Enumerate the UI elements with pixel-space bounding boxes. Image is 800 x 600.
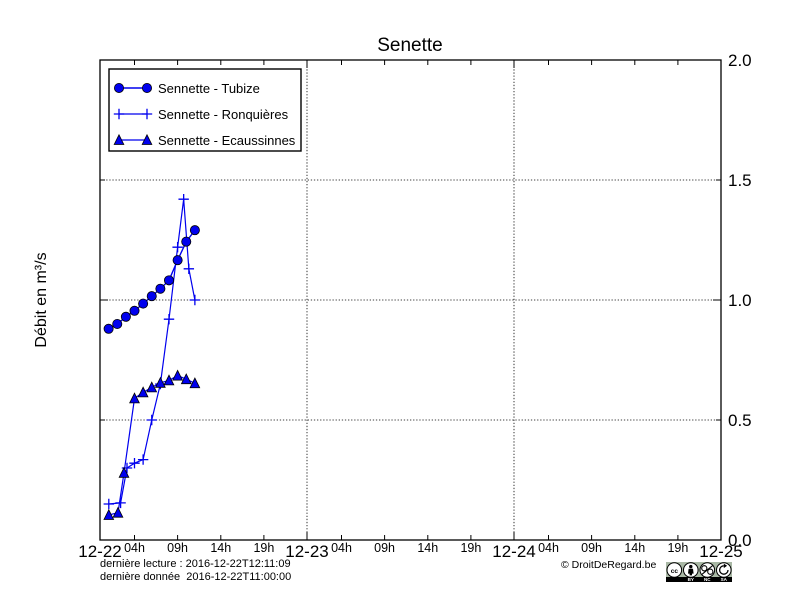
svg-text:BY: BY [688,577,694,582]
svg-text:Sennette - Ecaussinnes: Sennette - Ecaussinnes [158,133,296,148]
svg-text:04h: 04h [331,541,352,555]
svg-text:14h: 14h [624,541,645,555]
svg-text:14h: 14h [210,541,231,555]
svg-text:12-23: 12-23 [285,542,328,561]
svg-text:2.0: 2.0 [728,51,752,70]
svg-text:04h: 04h [538,541,559,555]
svg-text:1.5: 1.5 [728,171,752,190]
svg-text:19h: 19h [460,541,481,555]
svg-text:SA: SA [721,577,728,582]
svg-text:cc: cc [671,568,679,575]
svg-text:09h: 09h [167,541,188,555]
svg-text:Sennette - Ronquières: Sennette - Ronquières [158,107,289,122]
svg-text:0.5: 0.5 [728,411,752,430]
svg-text:Sennette - Tubize: Sennette - Tubize [158,81,260,96]
svg-text:Senette: Senette [377,35,443,56]
svg-text:04h: 04h [124,541,145,555]
svg-text:12-24: 12-24 [492,542,535,561]
svg-text:09h: 09h [374,541,395,555]
svg-text:NC: NC [704,577,711,582]
svg-text:1.0: 1.0 [728,291,752,310]
svg-text:19h: 19h [253,541,274,555]
svg-text:Débit en m³/s: Débit en m³/s [33,252,50,347]
svg-text:0.0: 0.0 [728,531,752,550]
svg-text:09h: 09h [581,541,602,555]
svg-text:19h: 19h [667,541,688,555]
svg-text:14h: 14h [417,541,438,555]
